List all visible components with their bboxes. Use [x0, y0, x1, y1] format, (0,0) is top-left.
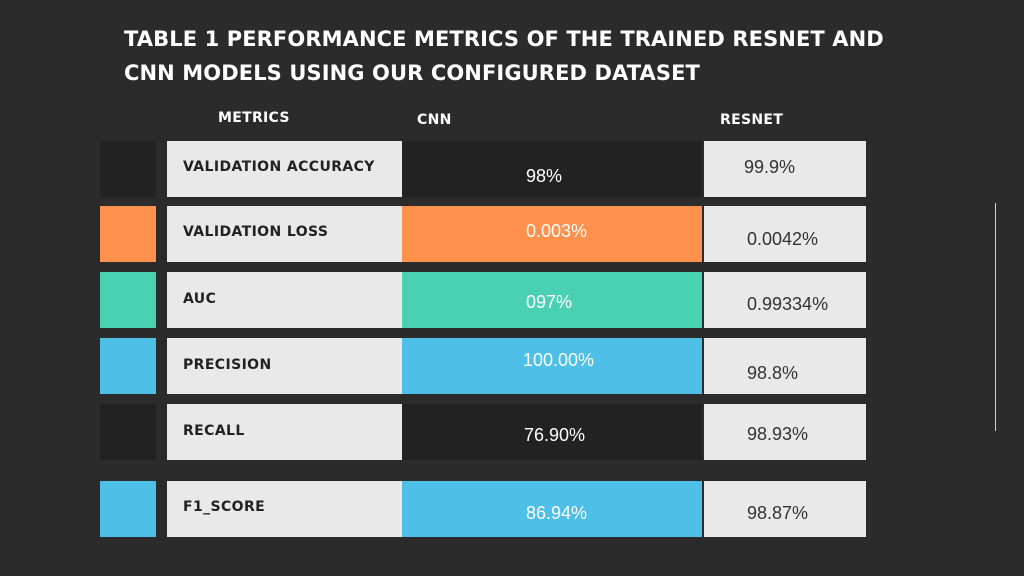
resnet-cell: 98.87%: [704, 481, 866, 537]
header-cnn: CNN: [417, 112, 452, 128]
resnet-value: 99.9%: [744, 157, 796, 177]
row-color-swatch: [100, 141, 156, 197]
row-color-swatch: [100, 404, 156, 460]
resnet-cell: 0.99334%: [704, 272, 866, 328]
resnet-cell: 99.9%: [704, 141, 866, 197]
metric-label: F1_SCORE: [183, 499, 266, 515]
metric-label: PRECISION: [183, 357, 272, 373]
metric-label: RECALL: [183, 423, 245, 439]
cnn-cell: 98%: [402, 141, 702, 197]
metric-label: VALIDATION LOSS: [183, 224, 329, 240]
cnn-cell: 097%: [402, 272, 702, 328]
metric-label: VALIDATION ACCURACY: [183, 159, 375, 175]
header-resnet: RESNET: [720, 112, 784, 128]
table-row: AUC 097% 0.99334%: [0, 272, 1024, 328]
row-color-swatch: [100, 272, 156, 328]
title-line-2: CNN MODELS USING OUR CONFIGURED DATASET: [124, 61, 700, 85]
table-row: VALIDATION ACCURACY 98% 99.9%: [0, 141, 1024, 197]
resnet-value: 0.99334%: [747, 294, 829, 314]
cnn-cell: 86.94%: [402, 481, 702, 537]
table-row: PRECISION 100.00% 98.8%: [0, 338, 1024, 394]
cnn-value: 76.90%: [524, 425, 586, 445]
resnet-value: 98.87%: [747, 503, 809, 523]
metric-cell: F1_SCORE: [167, 481, 402, 537]
metric-label: AUC: [183, 291, 217, 307]
table-title: TABLE 1 PERFORMANCE METRICS OF THE TRAIN…: [124, 22, 884, 90]
cnn-value: 100.00%: [523, 350, 595, 370]
metric-cell: PRECISION: [167, 338, 402, 394]
row-color-swatch: [100, 338, 156, 394]
cnn-cell: 100.00%: [402, 338, 702, 394]
cnn-value: 86.94%: [526, 503, 588, 523]
cnn-cell: 76.90%: [402, 404, 702, 460]
metric-cell: AUC: [167, 272, 402, 328]
table-row: RECALL 76.90% 98.93%: [0, 404, 1024, 460]
cnn-value: 0.003%: [526, 221, 588, 241]
resnet-cell: 98.93%: [704, 404, 866, 460]
metric-cell: VALIDATION LOSS: [167, 206, 402, 262]
resnet-cell: 98.8%: [704, 338, 866, 394]
row-color-swatch: [100, 481, 156, 537]
cnn-value: 097%: [526, 292, 573, 312]
resnet-value: 98.93%: [747, 424, 809, 444]
cnn-cell: 0.003%: [402, 206, 702, 262]
title-line-1: TABLE 1 PERFORMANCE METRICS OF THE TRAIN…: [124, 27, 884, 51]
table-row: VALIDATION LOSS 0.003% 0.0042%: [0, 206, 1024, 262]
resnet-value: 0.0042%: [747, 229, 819, 249]
cnn-value: 98%: [526, 166, 563, 186]
header-metrics: METRICS: [218, 110, 290, 126]
metric-cell: VALIDATION ACCURACY: [167, 141, 402, 197]
table-row: F1_SCORE 86.94% 98.87%: [0, 481, 1024, 537]
row-color-swatch: [100, 206, 156, 262]
resnet-value: 98.8%: [747, 363, 799, 383]
resnet-cell: 0.0042%: [704, 206, 866, 262]
vertical-divider: [995, 203, 996, 431]
metric-cell: RECALL: [167, 404, 402, 460]
